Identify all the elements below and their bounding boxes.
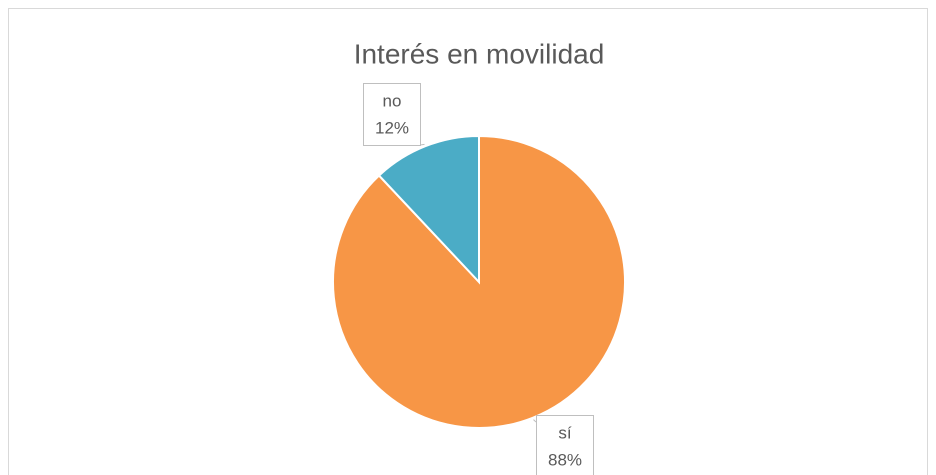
data-label-category: no <box>383 91 402 110</box>
leader-line <box>533 419 537 423</box>
data-label-value: 88% <box>548 450 582 469</box>
data-label-value: 12% <box>375 118 409 137</box>
data-label-box <box>363 83 421 146</box>
pie-slice <box>377 134 480 285</box>
data-label-category: sí <box>558 423 572 442</box>
data-label-box <box>536 415 594 475</box>
chart-title: Interés en movilidad <box>354 38 605 69</box>
